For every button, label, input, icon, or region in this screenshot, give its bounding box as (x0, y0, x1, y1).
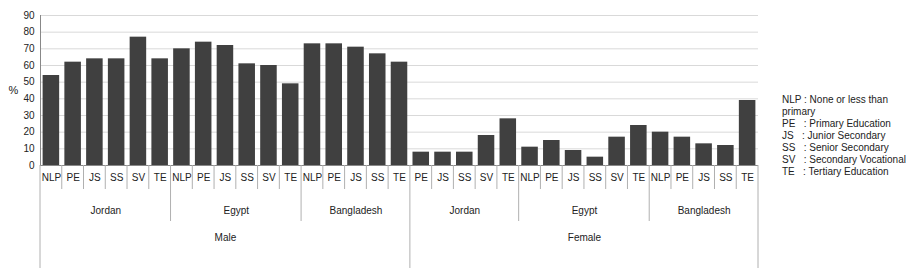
svg-text:SV: SV (610, 172, 624, 183)
svg-text:SV: SV (480, 172, 494, 183)
html-text:JS : Junior Secondary: JS : Junior Secondary (782, 130, 886, 141)
svg-text:SS: SS (110, 172, 124, 183)
svg-text:SS: SS (371, 172, 385, 183)
svg-text:JS: JS (220, 172, 232, 183)
svg-text:%: % (9, 84, 19, 96)
svg-text:Bangladesh: Bangladesh (678, 205, 731, 216)
svg-text:PE: PE (197, 172, 211, 183)
svg-text:NLP: NLP (651, 172, 671, 183)
html-text:PE : Primary Education: PE : Primary Education (782, 118, 891, 129)
svg-text:JS: JS (698, 172, 710, 183)
svg-text:SS: SS (241, 172, 255, 183)
svg-text:TE: TE (284, 172, 297, 183)
svg-text:NLP: NLP (303, 172, 323, 183)
html-text:TE : Tertiary Education: TE : Tertiary Education (782, 166, 889, 177)
svg-text:40: 40 (23, 93, 35, 104)
svg-text:10: 10 (23, 143, 35, 154)
svg-text:SS: SS (589, 172, 603, 183)
svg-text:50: 50 (23, 76, 35, 87)
svg-text:JS: JS (89, 172, 101, 183)
svg-text:TE: TE (741, 172, 754, 183)
svg-text:90: 90 (23, 10, 35, 21)
svg-text:JS: JS (568, 172, 580, 183)
html-text:NLP : None or less than primar: NLP : None or less than primary (782, 94, 891, 117)
html-text:SS : Senior Secondary: SS : Senior Secondary (782, 142, 889, 153)
svg-text:JS: JS (350, 172, 362, 183)
svg-text:70: 70 (23, 43, 35, 54)
svg-text:PE: PE (328, 172, 342, 183)
svg-text:Bangladesh: Bangladesh (330, 205, 383, 216)
svg-text:Male: Male (215, 232, 237, 243)
svg-text:PE: PE (66, 172, 80, 183)
svg-text:Female: Female (568, 232, 602, 243)
svg-text:PE: PE (676, 172, 690, 183)
svg-text:JS: JS (437, 172, 449, 183)
svg-text:NLP: NLP (520, 172, 540, 183)
svg-text:TE: TE (632, 172, 645, 183)
svg-text:TE: TE (154, 172, 167, 183)
svg-text:SS: SS (719, 172, 733, 183)
svg-text:60: 60 (23, 60, 35, 71)
svg-text:30: 30 (23, 110, 35, 121)
svg-text:Jordan: Jordan (449, 205, 480, 216)
svg-text:20: 20 (23, 126, 35, 137)
svg-text:PE: PE (545, 172, 559, 183)
svg-text:TE: TE (393, 172, 406, 183)
svg-text:SV: SV (262, 172, 276, 183)
svg-text:NLP: NLP (42, 172, 62, 183)
svg-text:SS: SS (458, 172, 472, 183)
svg-text:0: 0 (29, 160, 35, 171)
svg-text:NLP: NLP (172, 172, 192, 183)
svg-text:80: 80 (23, 26, 35, 37)
svg-text:SV: SV (132, 172, 146, 183)
svg-text:TE: TE (502, 172, 515, 183)
svg-text:Egypt: Egypt (224, 205, 250, 216)
svg-text:PE: PE (415, 172, 429, 183)
svg-text:Jordan: Jordan (90, 205, 121, 216)
html-text:SV : Secondary Vocational: SV : Secondary Vocational (782, 154, 906, 165)
svg-text:Egypt: Egypt (572, 205, 598, 216)
